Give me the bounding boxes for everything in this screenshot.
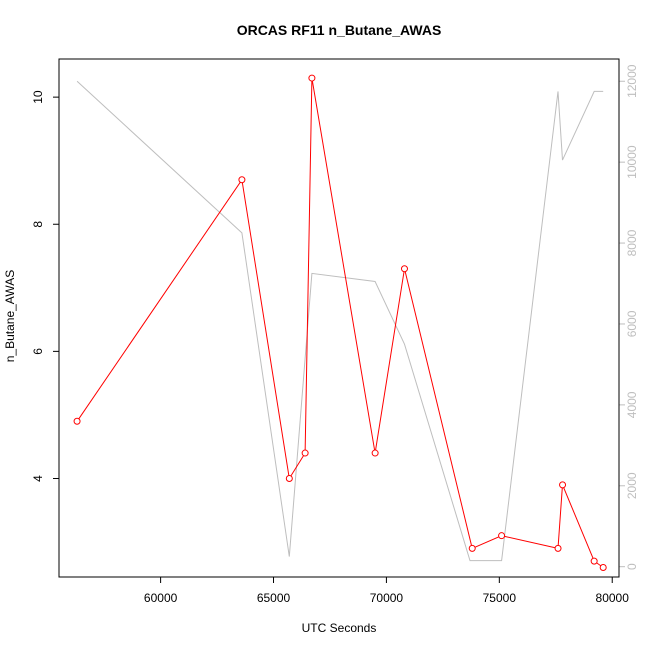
y-tick-label-1: 6 xyxy=(31,348,45,355)
y-tick-label-3: 10 xyxy=(31,90,45,104)
primary-point-8 xyxy=(498,532,506,540)
primary-point-5 xyxy=(371,449,379,457)
y-tick-label-0: 4 xyxy=(31,475,45,482)
plot-frame xyxy=(58,58,620,578)
x-tick-label-4: 80000 xyxy=(596,591,630,605)
primary-point-3 xyxy=(301,449,309,457)
x-tick-label-2: 70000 xyxy=(370,591,404,605)
primary-point-10 xyxy=(559,481,567,489)
secondary-series-line xyxy=(76,80,604,562)
primary-point-2 xyxy=(285,474,293,482)
y-axis-label: n_Butane_AWAS xyxy=(3,270,17,363)
primary-point-6 xyxy=(400,265,408,273)
x-tick-label-0: 60000 xyxy=(144,591,178,605)
x-axis: 60000 65000 70000 75000 80000 xyxy=(144,576,630,605)
primary-point-9 xyxy=(554,544,562,552)
chart-title: ORCAS RF11 n_Butane_AWAS xyxy=(237,22,442,38)
x-axis-label: UTC Seconds xyxy=(302,621,377,635)
x-tick-label-3: 75000 xyxy=(483,591,517,605)
y2-tick-label-1: 2000 xyxy=(625,472,639,499)
primary-point-12 xyxy=(599,563,607,571)
primary-point-4 xyxy=(308,74,316,82)
y2-tick-label-2: 4000 xyxy=(625,391,639,418)
primary-point-7 xyxy=(468,544,476,552)
y2-tick-label-6: 12000 xyxy=(625,64,639,98)
y2-tick-label-3: 6000 xyxy=(625,310,639,337)
primary-point-0 xyxy=(73,417,81,425)
y-tick-label-2: 8 xyxy=(31,221,45,228)
series-layer xyxy=(73,74,607,571)
primary-point-1 xyxy=(238,176,246,184)
x-tick-label-1: 65000 xyxy=(257,591,291,605)
y2-tick-label-0: 0 xyxy=(625,563,639,570)
y2-tick-label-5: 10000 xyxy=(625,145,639,179)
primary-point-11 xyxy=(590,557,598,565)
y2-tick-label-4: 8000 xyxy=(625,229,639,256)
